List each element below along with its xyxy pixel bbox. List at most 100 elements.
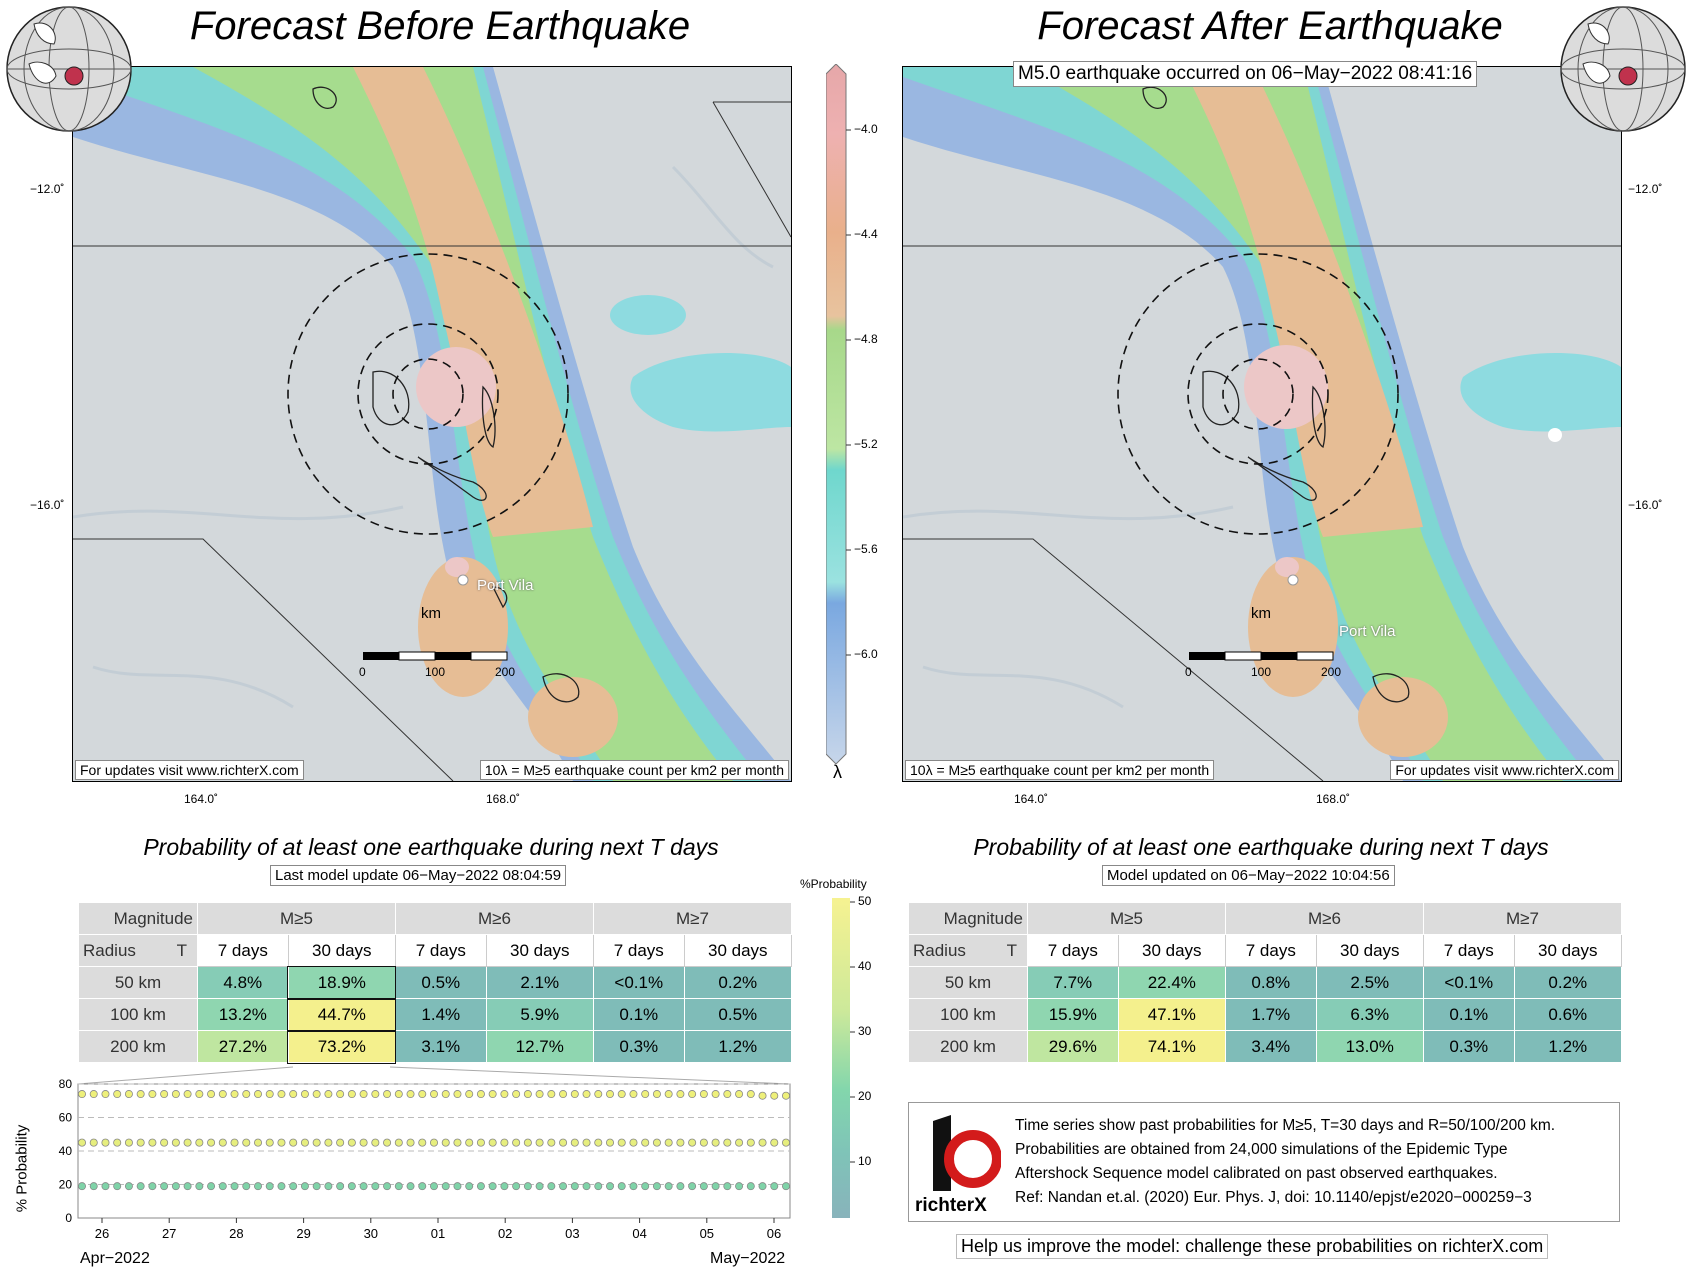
- prob-cell[interactable]: 22.4%: [1117, 966, 1226, 999]
- prob-cell[interactable]: 7.7%: [1027, 966, 1119, 999]
- series-point: [676, 1090, 685, 1099]
- series-point: [207, 1090, 216, 1099]
- prob-cell[interactable]: 0.3%: [1422, 1030, 1515, 1063]
- series-point: [136, 1182, 145, 1191]
- series-point: [394, 1090, 403, 1099]
- series-point: [277, 1090, 286, 1099]
- series-point: [242, 1090, 251, 1099]
- series-point: [782, 1182, 791, 1191]
- series-point: [559, 1090, 568, 1099]
- prob-cell[interactable]: 2.5%: [1315, 966, 1424, 999]
- series-point: [171, 1138, 180, 1147]
- prob-cell[interactable]: 74.1%: [1117, 1030, 1226, 1063]
- left-period-1: 30 days: [287, 934, 396, 967]
- prob-cell[interactable]: 0.6%: [1513, 998, 1623, 1031]
- series-point: [488, 1138, 497, 1147]
- prob-tick-50: 50: [858, 894, 872, 908]
- right-footer-url[interactable]: For updates visit www.richterX.com: [1390, 760, 1619, 780]
- prob-cell[interactable]: 0.2%: [683, 966, 793, 999]
- richterx-logo-icon: [933, 1115, 1001, 1191]
- table-row: 50 km 7.7% 22.4% 0.8% 2.5% <0.1% 0.2%: [908, 966, 1623, 999]
- left-lat-tick-12: −12.0˚: [30, 182, 65, 196]
- series-point: [394, 1138, 403, 1147]
- prob-cell[interactable]: 73.2%: [287, 1029, 397, 1064]
- prob-tick-40: 40: [858, 959, 872, 973]
- y-tick-label: 80: [59, 1077, 73, 1091]
- series-point: [277, 1138, 286, 1147]
- series-point: [101, 1090, 110, 1099]
- series-point: [606, 1182, 615, 1191]
- series-point: [394, 1182, 403, 1191]
- series-point: [664, 1182, 673, 1191]
- series-point: [253, 1182, 262, 1191]
- series-point: [476, 1182, 485, 1191]
- prob-cell[interactable]: 18.9%: [287, 965, 397, 1000]
- left-scale-bar: [363, 651, 508, 661]
- prob-cell[interactable]: 0.3%: [592, 1030, 685, 1063]
- prob-cell[interactable]: 47.1%: [1117, 998, 1226, 1031]
- prob-cell[interactable]: <0.1%: [592, 966, 685, 999]
- x-tick-label: 06: [767, 1226, 781, 1241]
- help-link[interactable]: Help us improve the model: challenge the…: [956, 1234, 1549, 1259]
- prob-tick-10: 10: [858, 1154, 872, 1168]
- prob-cell[interactable]: 6.3%: [1315, 998, 1424, 1031]
- series-point: [171, 1182, 180, 1191]
- right-mag6-header: M≥6: [1224, 902, 1424, 935]
- prob-cell[interactable]: 15.9%: [1027, 998, 1119, 1031]
- prob-cell[interactable]: 1.2%: [683, 1030, 793, 1063]
- series-point: [711, 1182, 720, 1191]
- series-point: [101, 1138, 110, 1147]
- right-period-1: 30 days: [1117, 934, 1226, 967]
- series-point: [359, 1138, 368, 1147]
- right-radius-t-header: Radius T: [908, 934, 1028, 967]
- series-point: [148, 1090, 157, 1099]
- left-lon-tick-168: 168.0˚: [486, 792, 521, 806]
- prob-cell[interactable]: 1.7%: [1224, 998, 1317, 1031]
- prob-cell[interactable]: 3.4%: [1224, 1030, 1317, 1063]
- series-point: [453, 1090, 462, 1099]
- series-point: [300, 1182, 309, 1191]
- prob-cell[interactable]: 4.8%: [197, 966, 289, 999]
- prob-cell[interactable]: 5.9%: [485, 998, 594, 1031]
- right-scale-tick-0: 0: [1185, 665, 1192, 679]
- series-point: [758, 1091, 767, 1100]
- series-point: [89, 1138, 98, 1147]
- prob-cell[interactable]: 0.5%: [394, 966, 487, 999]
- table-row: 100 km 15.9% 47.1% 1.7% 6.3% 0.1% 0.6%: [908, 998, 1623, 1031]
- right-scale-tick-100: 100: [1251, 665, 1272, 679]
- prob-cell[interactable]: <0.1%: [1422, 966, 1515, 999]
- prob-cell[interactable]: 0.8%: [1224, 966, 1317, 999]
- prob-cell[interactable]: 0.1%: [1422, 998, 1515, 1031]
- prob-cell[interactable]: 13.0%: [1315, 1030, 1424, 1063]
- prob-cell[interactable]: 3.1%: [394, 1030, 487, 1063]
- left-footer-url[interactable]: For updates visit www.richterX.com: [75, 760, 304, 780]
- x-tick-label: 27: [162, 1226, 176, 1241]
- series-point: [183, 1138, 192, 1147]
- prob-cell[interactable]: 13.2%: [197, 998, 289, 1031]
- left-map[interactable]: Port Vila km 0 100 200 For updates visit…: [72, 66, 792, 782]
- series-point: [652, 1090, 661, 1099]
- right-map[interactable]: Port Vila km 0 100 200 10λ = M≥5 earthqu…: [902, 66, 1622, 782]
- series-point: [547, 1090, 556, 1099]
- series-point: [676, 1182, 685, 1191]
- left-period-4: 7 days: [592, 934, 685, 967]
- prob-cell[interactable]: 1.4%: [394, 998, 487, 1031]
- table-row: 100 km 13.2% 44.7% 1.4% 5.9% 0.1% 0.5%: [78, 997, 793, 1032]
- prob-cell[interactable]: 0.2%: [1513, 966, 1623, 999]
- right-map-canvas: [903, 67, 1621, 781]
- lambda-tick-1: −4.4: [854, 227, 878, 241]
- lambda-colorbar: [826, 64, 851, 764]
- prob-cell[interactable]: 0.1%: [592, 998, 685, 1031]
- prob-cell[interactable]: 27.2%: [197, 1030, 289, 1063]
- prob-cell[interactable]: 12.7%: [485, 1030, 594, 1063]
- prob-cell[interactable]: 29.6%: [1027, 1030, 1119, 1063]
- series-point: [336, 1138, 345, 1147]
- prob-cell[interactable]: 1.2%: [1513, 1030, 1623, 1063]
- series-point: [535, 1138, 544, 1147]
- prob-cell[interactable]: 2.1%: [485, 966, 594, 999]
- lambda-tick-5: −6.0: [854, 647, 878, 661]
- prob-cell[interactable]: 44.7%: [287, 997, 397, 1032]
- series-point: [559, 1182, 568, 1191]
- prob-cell[interactable]: 0.5%: [683, 998, 793, 1031]
- series-point: [406, 1138, 415, 1147]
